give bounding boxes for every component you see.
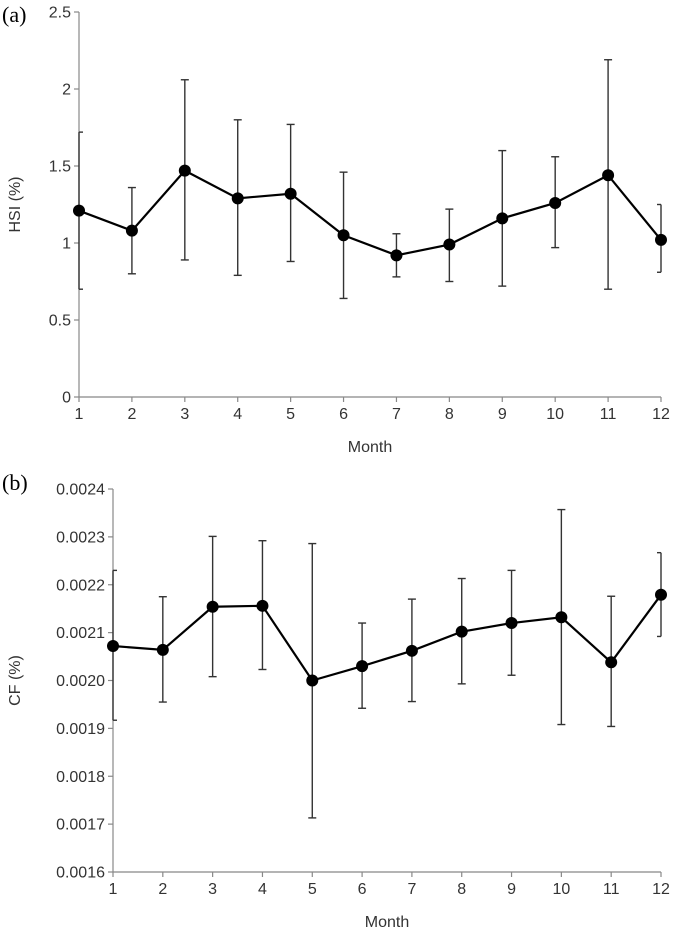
data-point (356, 660, 369, 673)
y-tick-label: 1 (62, 236, 71, 253)
x-tick-label: 1 (75, 406, 84, 423)
x-tick-label: 7 (407, 881, 416, 898)
data-point (284, 187, 297, 200)
x-tick-label: 10 (546, 406, 564, 423)
y-tick-label: 2.5 (49, 5, 71, 22)
y-tick-label: 0.0020 (56, 673, 105, 690)
y-tick-label: 0.0019 (56, 721, 105, 738)
y-tick-label: 2 (62, 82, 71, 99)
data-point (605, 656, 618, 669)
x-tick-label: 5 (308, 881, 317, 898)
x-axis-title: Month (365, 914, 409, 931)
x-tick-label: 11 (603, 881, 620, 898)
data-point (156, 643, 169, 656)
data-point (337, 229, 350, 242)
data-point (549, 196, 562, 209)
x-tick-label: 12 (652, 406, 670, 423)
x-tick-label: 8 (457, 881, 466, 898)
y-tick-label: 0.0021 (56, 625, 105, 642)
data-point (306, 674, 319, 687)
series-line (112, 594, 662, 682)
x-tick-label: 2 (158, 881, 167, 898)
data-point (496, 212, 509, 225)
data-point (125, 224, 138, 237)
x-tick-label: 3 (208, 881, 217, 898)
data-point (178, 164, 191, 177)
data-point (206, 600, 219, 613)
data-point (231, 192, 244, 205)
x-tick-label: 10 (552, 881, 570, 898)
chart-panel-b: (b) 0.0016 0.0017 0.0018 0.0019 0.0020 0.0021 0… (2, 470, 670, 931)
x-tick-label: 11 (600, 406, 617, 423)
x-tick-label: 12 (652, 881, 670, 898)
x-tick-label: 3 (180, 406, 189, 423)
panel-label: (a) (2, 2, 26, 27)
y-axis-title: CF (%) (7, 655, 24, 706)
data-point (390, 249, 403, 262)
data-point (505, 617, 518, 630)
x-tick-label: 4 (258, 881, 267, 898)
data-point (655, 588, 667, 601)
data-point (107, 640, 119, 653)
data-point (405, 644, 418, 657)
series-line (78, 169, 662, 257)
x-tick-label: 7 (392, 406, 401, 423)
y-tick-label: 1.5 (49, 159, 71, 176)
data-point (555, 611, 568, 624)
y-tick-label: 0.0017 (56, 817, 105, 834)
x-tick-label: 6 (358, 881, 367, 898)
data-point (455, 625, 468, 638)
y-tick-label: 0.0018 (56, 769, 105, 786)
y-tick-label: 0 (62, 390, 71, 407)
x-tick-label: 4 (233, 406, 242, 423)
data-point (73, 204, 85, 217)
data-point (602, 169, 615, 182)
data-point (655, 233, 667, 246)
x-tick-label: 8 (445, 406, 454, 423)
data-point (256, 599, 269, 612)
y-axis-title: HSI (%) (7, 177, 24, 233)
y-tick-label: 0.5 (49, 313, 71, 330)
x-axis-title: Month (348, 439, 392, 456)
y-tick-label: 0.0016 (56, 865, 105, 882)
y-tick-label: 0.0022 (56, 577, 105, 594)
panel-label: (b) (2, 470, 28, 495)
data-point (443, 238, 456, 251)
y-tick-label: 0.0023 (56, 529, 105, 546)
x-tick-label: 5 (286, 406, 295, 423)
x-tick-label: 9 (507, 881, 516, 898)
x-tick-label: 6 (339, 406, 348, 423)
y-tick-label: 0.0024 (56, 482, 105, 499)
x-tick-label: 2 (127, 406, 136, 423)
x-tick-label: 1 (109, 881, 118, 898)
x-tick-label: 9 (498, 406, 507, 423)
